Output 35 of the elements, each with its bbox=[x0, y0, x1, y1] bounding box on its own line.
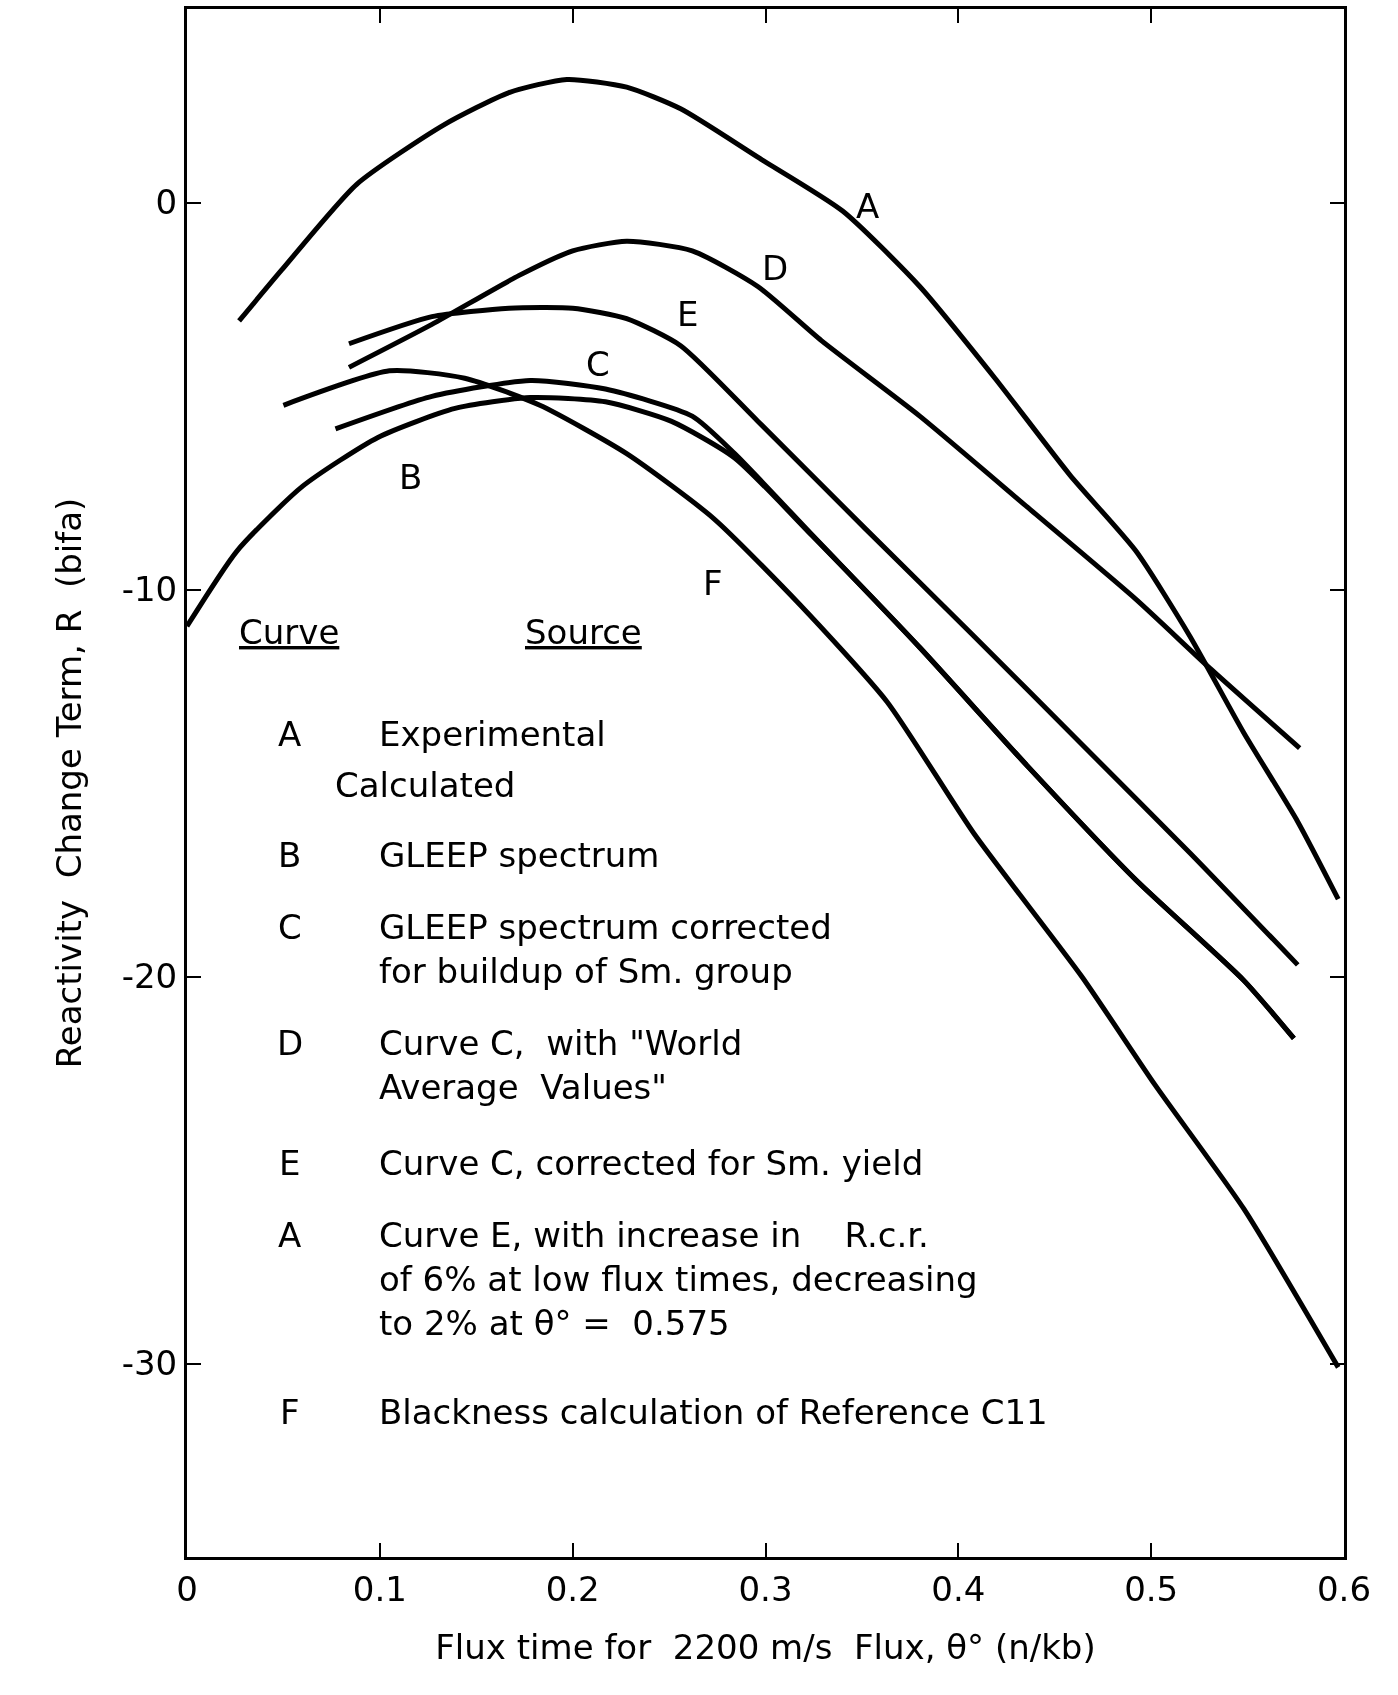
annotation: Curve bbox=[239, 612, 340, 652]
x-tick-label: 0.4 bbox=[931, 1568, 986, 1609]
y-axis-title: Reactivity Change Term, R (bifa) bbox=[49, 497, 90, 1069]
annotation: F bbox=[703, 563, 723, 603]
x-tick-label: 0.3 bbox=[738, 1568, 793, 1609]
annotation: E bbox=[677, 294, 699, 334]
y-tick-label: -10 bbox=[121, 569, 178, 610]
annotation: Experimental bbox=[379, 714, 606, 754]
annotation: F bbox=[280, 1392, 300, 1432]
x-tick-label: 0.6 bbox=[1316, 1568, 1372, 1609]
annotation: A bbox=[856, 186, 880, 226]
annotation: A bbox=[278, 1215, 302, 1255]
annotation: Calculated bbox=[335, 765, 516, 805]
annotation: Source bbox=[525, 612, 642, 652]
y-tick-label: 0 bbox=[155, 182, 178, 223]
annotation: C bbox=[586, 344, 610, 384]
annotation: Curve C, with "World Average Values" bbox=[379, 1023, 743, 1108]
annotation: GLEEP spectrum bbox=[379, 835, 660, 875]
x-tick-label: 0.1 bbox=[352, 1568, 407, 1609]
annotation: GLEEP spectrum corrected for buildup of Sm. group bbox=[379, 907, 832, 992]
y-tick-label: -20 bbox=[121, 956, 178, 997]
annotation: C bbox=[278, 907, 302, 947]
y-tick-label: -30 bbox=[121, 1343, 178, 1384]
annotation: D bbox=[277, 1023, 304, 1063]
annotation: E bbox=[279, 1143, 301, 1183]
x-tick-label: 0.5 bbox=[1124, 1568, 1179, 1609]
annotation: Curve E, with increase in R.c.r. of 6% at low flux times, decreasing to 2% at θ° = 0.575 bbox=[379, 1215, 978, 1344]
x-axis-title: Flux time for 2200 m/s Flux, θ° (n/kb) bbox=[435, 1627, 1096, 1668]
annotation: B bbox=[278, 835, 302, 875]
annotation: A bbox=[278, 714, 302, 754]
x-tick-label: 0.2 bbox=[545, 1568, 600, 1609]
annotation: Blackness calculation of Reference C11 bbox=[379, 1392, 1048, 1432]
annotation: Curve C, corrected for Sm. yield bbox=[379, 1143, 924, 1183]
annotation: B bbox=[399, 457, 423, 497]
annotation: D bbox=[762, 248, 789, 288]
